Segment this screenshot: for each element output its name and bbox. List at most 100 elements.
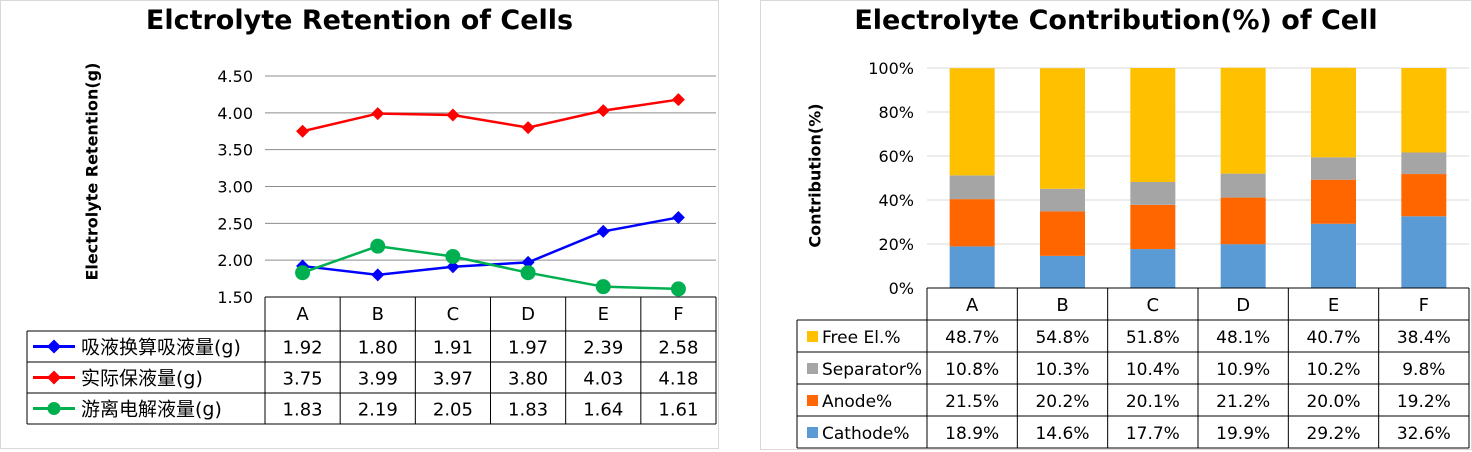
bar-segment-free-el <box>1311 67 1356 158</box>
table-cell-anode: 21.5% <box>945 392 999 412</box>
point-series-2 <box>371 107 385 121</box>
point-series-2 <box>671 93 685 107</box>
contribution-chart-panel: Electrolyte Contribution(%) of Cell Cont… <box>760 0 1472 450</box>
table-cell-separator: 10.8% <box>945 360 999 380</box>
bar-segment-free-el <box>1220 67 1266 174</box>
table-cell-series-2: 4.18 <box>658 369 698 390</box>
y-tick-label: 100% <box>868 59 914 78</box>
point-series-3 <box>295 265 311 281</box>
table-cell-series-3: 1.61 <box>658 400 698 421</box>
x-category-label: F <box>1419 295 1429 316</box>
x-category-label: A <box>966 295 979 316</box>
x-category-label: E <box>1328 295 1339 316</box>
x-category-label: A <box>296 304 309 325</box>
bar-segment-separator <box>1311 157 1356 180</box>
table-cell-free-el: 38.4% <box>1397 328 1451 348</box>
line-series-2 <box>302 98 679 133</box>
y-tick-label: 40% <box>878 191 914 210</box>
x-category-label: B <box>372 304 384 325</box>
table-cell-series-1: 2.39 <box>583 338 623 359</box>
y-tick-label: 2.00 <box>217 251 253 270</box>
bar-segment-anode <box>1220 197 1266 245</box>
point-series-3 <box>670 281 686 297</box>
table-cell-cathode: 29.2% <box>1306 424 1360 444</box>
table-cell-series-2: 4.03 <box>583 369 623 390</box>
bar-segment-cathode <box>949 246 995 288</box>
legend-label-series-1: 吸液换算吸液量(g) <box>81 337 241 359</box>
bar-segment-free-el <box>949 68 995 176</box>
bar-segment-free-el <box>1130 68 1176 182</box>
legend-label-series-3: 游离电解液量(g) <box>81 399 222 421</box>
table-cell-separator: 10.2% <box>1306 360 1360 380</box>
point-series-3 <box>520 265 536 281</box>
table-cell-series-1: 1.92 <box>283 338 323 359</box>
bar-segment-anode <box>1130 204 1176 250</box>
point-series-1 <box>446 260 460 274</box>
x-category-label: C <box>1147 295 1160 316</box>
table-cell-anode: 20.0% <box>1306 392 1360 412</box>
bar-segment-anode <box>949 199 995 247</box>
bar-segment-separator <box>1220 173 1266 198</box>
y-tick-label: 1.50 <box>217 288 253 307</box>
bar-segment-separator <box>1130 181 1176 205</box>
table-cell-cathode: 14.6% <box>1035 424 1089 444</box>
line-series-3 <box>302 244 679 291</box>
table-cell-free-el: 40.7% <box>1306 328 1360 348</box>
bar-segment-free-el <box>1040 68 1085 189</box>
bar-segment-anode <box>1401 174 1447 217</box>
table-cell-anode: 20.2% <box>1035 392 1089 412</box>
legend-key-marker-series-1 <box>47 339 61 354</box>
contribution-chart-title: Electrolyte Contribution(%) of Cell <box>854 5 1378 36</box>
point-series-3 <box>370 238 386 254</box>
table-cell-anode: 20.1% <box>1126 392 1180 412</box>
retention-chart-panel: Elctrolyte Retention of Cells Electrolyt… <box>0 0 719 449</box>
contribution-chart-svg: 0% 20% 40% 60% 80% 100% A B C D E F Free El.% 48.7% 54… <box>796 59 1470 449</box>
point-series-1 <box>671 210 685 224</box>
table-cell-series-3: 1.64 <box>583 400 623 421</box>
table-cell-series-2: 3.99 <box>358 369 398 390</box>
y-tick-label: 80% <box>878 103 914 122</box>
bar-segment-cathode <box>1311 223 1356 288</box>
table-cell-series-2: 3.97 <box>433 369 473 390</box>
bar-segment-cathode <box>1220 244 1266 288</box>
bar-segment-cathode <box>1040 255 1085 288</box>
bar-segment-anode <box>1311 179 1356 224</box>
point-series-1 <box>521 255 535 269</box>
table-cell-series-1: 2.58 <box>658 338 698 359</box>
bar-segment-cathode <box>1130 249 1176 288</box>
table-cell-cathode: 18.9% <box>945 424 999 444</box>
table-cell-free-el: 54.8% <box>1035 328 1089 348</box>
legend-key-anode <box>807 395 818 406</box>
point-series-2 <box>296 124 310 138</box>
bar-segment-separator <box>949 175 995 200</box>
point-series-1 <box>596 224 610 238</box>
y-tick-label: 4.00 <box>217 104 253 123</box>
x-category-label: C <box>447 304 460 325</box>
table-cell-series-1: 1.80 <box>358 338 398 359</box>
table-cell-series-3: 2.19 <box>358 400 398 421</box>
point-series-2 <box>446 108 460 122</box>
y-tick-label: 0% <box>889 279 914 298</box>
legend-key-marker-series-3 <box>47 402 61 415</box>
retention-chart-title: Elctrolyte Retention of Cells <box>145 5 574 36</box>
y-tick-label: 3.00 <box>217 178 253 197</box>
point-series-2 <box>596 104 610 118</box>
table-cell-series-1: 1.97 <box>508 338 548 359</box>
table-cell-cathode: 17.7% <box>1126 424 1180 444</box>
legend-key-marker-series-2 <box>47 370 61 385</box>
table-cell-free-el: 51.8% <box>1126 328 1180 348</box>
table-cell-free-el: 48.7% <box>945 328 999 348</box>
table-cell-series-3: 1.83 <box>283 400 323 421</box>
x-category-label: D <box>521 304 535 325</box>
table-cell-cathode: 19.9% <box>1216 424 1270 444</box>
table-cell-separator: 9.8% <box>1402 360 1445 380</box>
retention-chart-svg: 1.50 2.00 2.50 3.00 3.50 4.00 4.50 A B C D E F 吸液换算吸液… <box>26 67 717 425</box>
table-cell-free-el: 48.1% <box>1216 328 1270 348</box>
table-cell-cathode: 32.6% <box>1397 424 1451 444</box>
y-tick-label: 20% <box>878 235 914 254</box>
bar-segment-free-el <box>1401 68 1447 153</box>
table-cell-anode: 19.2% <box>1397 392 1451 412</box>
legend-label-free-el: Free El.% <box>822 328 901 348</box>
legend-key-free-el <box>807 331 818 342</box>
legend-label-series-2: 实际保液量(g) <box>81 368 203 390</box>
